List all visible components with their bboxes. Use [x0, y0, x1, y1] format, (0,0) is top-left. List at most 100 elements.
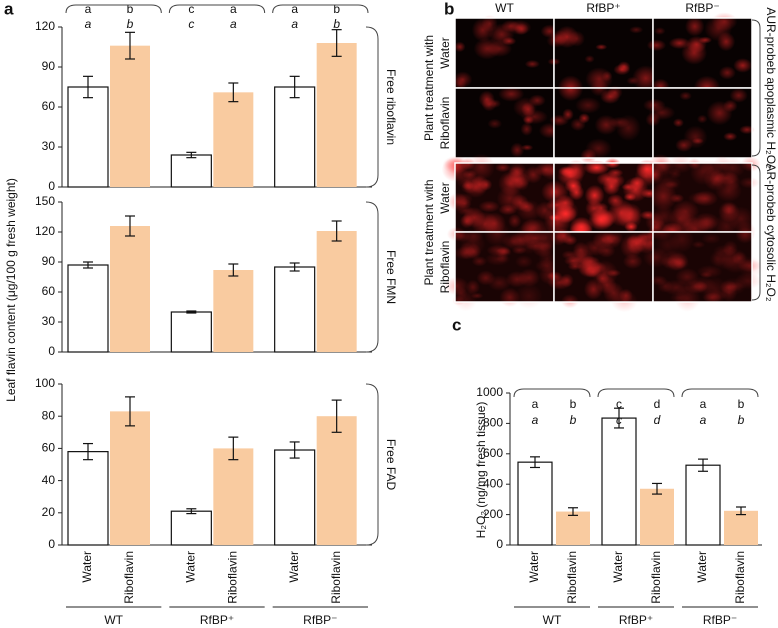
micrograph: [642, 87, 755, 159]
y-axis-label: H₂O₂ (ng/mg fresh tissue): [474, 402, 488, 539]
fluorescence-spot: [496, 185, 524, 212]
group-label: RfBP⁺: [619, 613, 653, 627]
bar: [110, 226, 150, 352]
error-bar: [228, 263, 239, 277]
y-tick-label: 60: [42, 284, 56, 298]
error-bar: [698, 458, 708, 472]
fluorescence-spot: [467, 153, 496, 181]
fluorescence-spot: [454, 288, 478, 312]
error-bar: [331, 29, 342, 57]
fluorescence-spot: [723, 132, 738, 141]
bar: [316, 43, 357, 187]
y-tick-label: 1000: [476, 385, 503, 399]
panel-label: c: [452, 315, 461, 334]
fluorescence-spot: [584, 184, 605, 206]
error-bar: [125, 396, 135, 427]
fluorescence-spot: [646, 39, 667, 52]
micrograph-border: [652, 231, 753, 303]
y-tick-label: 0: [496, 537, 503, 551]
y-tick-label: 100: [35, 376, 55, 390]
x-tick-label: Riboflavin: [649, 551, 663, 604]
significance-letter: b: [738, 397, 745, 411]
significance-letter: a: [532, 413, 539, 427]
panel-label: b: [444, 0, 454, 18]
fluorescence-spot: [696, 216, 718, 233]
fluorescence-spot: [607, 168, 624, 177]
significance-letter: c: [616, 397, 622, 411]
bar: [556, 511, 590, 545]
fluorescence-spot: [608, 199, 635, 227]
letter-bracket: [513, 388, 591, 398]
bar: [170, 510, 212, 546]
error-bar: [331, 399, 342, 433]
fluorescence-spot: [600, 231, 616, 245]
x-tick-label: Riboflavin: [226, 551, 240, 604]
fluorescence-spot: [698, 36, 713, 44]
significance-letter: b: [333, 2, 340, 16]
fluorescence-spot: [453, 41, 466, 53]
fluorescence-spot: [739, 176, 760, 189]
fluorescence-spot: [672, 200, 700, 223]
fluorescence-spot: [505, 270, 529, 288]
significance-letter: c: [188, 2, 194, 16]
fluorescence-spot: [507, 20, 532, 36]
x-tick-label: Riboflavin: [329, 551, 343, 604]
fluorescence-spot: [521, 231, 548, 245]
subplot-bracket: [365, 383, 379, 546]
fluorescence-spot: [494, 162, 511, 173]
row-label: Water: [438, 182, 452, 214]
fluorescence-spot: [498, 86, 525, 102]
fluorescence-spot: [709, 169, 726, 188]
bar: [274, 449, 316, 546]
fluorescence-spot: [704, 16, 733, 42]
fluorescence-spot: [672, 118, 684, 128]
y-tick-label: 80: [42, 408, 56, 422]
fluorescence-spot: [476, 270, 496, 286]
x-tick-label: Riboflavin: [122, 551, 136, 604]
fluorescence-spot: [520, 122, 533, 136]
significance-letter: d: [654, 413, 661, 427]
fluorescence-spot: [577, 256, 603, 278]
fluorescence-spot: [667, 155, 694, 174]
letter-bracket: [597, 388, 675, 398]
error-bar: [289, 441, 300, 459]
column-label: RfBP⁺: [586, 1, 620, 15]
fluorescence-spot: [654, 27, 666, 35]
treatment-label: Plant treatment with: [422, 179, 436, 285]
fluorescence-spot: [575, 96, 602, 114]
fluorescence-spot: [718, 65, 736, 80]
x-tick-label: Water: [527, 551, 541, 583]
y-tick-label: 90: [42, 254, 56, 268]
y-tick-label: 120: [35, 19, 55, 33]
probe-label: AR-probeb cytosolic H₂O₂: [764, 163, 778, 301]
fluorescence-spot: [487, 118, 503, 129]
error-bar: [331, 220, 342, 242]
fluorescence-spot: [681, 40, 708, 65]
bar: [213, 92, 254, 187]
significance-letter: a: [291, 2, 298, 16]
micrograph: [441, 153, 566, 241]
fluorescence-spot: [568, 30, 586, 47]
micrograph: [444, 220, 564, 312]
micrograph: [453, 14, 559, 91]
y-tick-label: 400: [483, 476, 503, 490]
subplot-bracket: [365, 201, 379, 353]
fluorescence-spot: [629, 26, 644, 34]
fluorescence-spot: [617, 61, 631, 73]
bar: [110, 45, 150, 187]
fluorescence-spot: [597, 243, 616, 258]
fluorescence-spot: [583, 160, 610, 175]
fluorescence-spot: [510, 142, 525, 158]
fluorescence-spot: [478, 90, 495, 108]
error-bar: [652, 482, 662, 495]
error-bar: [228, 436, 239, 461]
significance-letter: c: [188, 17, 194, 31]
significance-letter: b: [738, 413, 745, 427]
fluorescence-spot: [487, 40, 513, 58]
fluorescence-spot: [701, 233, 722, 245]
bar: [724, 510, 758, 545]
fluorescence-spot: [644, 164, 664, 185]
y-tick-label: 20: [42, 505, 56, 519]
fluorescence-spot: [549, 30, 569, 46]
